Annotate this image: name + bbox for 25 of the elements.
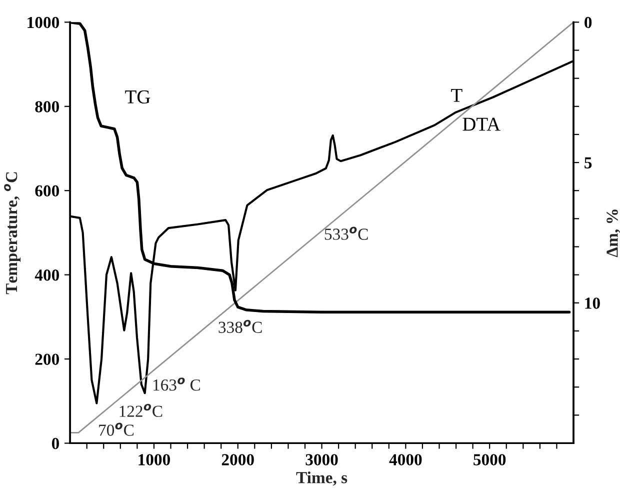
x-tick-label: 2000 [222,454,254,466]
y-tick-label: 400 [34,269,60,281]
y2-axis-title: Δm, % [606,210,620,258]
y-tick-label: 200 [35,354,60,365]
x-tick-label: 4000 [389,454,422,466]
y-tick-label: 0 [52,438,60,450]
annotation: 70$^{o}$C [99,422,134,436]
y2-tick-label: 0 [584,16,592,28]
y2-tick-label: 5 [584,157,592,168]
series-label: TG [125,90,150,104]
series-label: DTA [462,118,500,131]
y-tick-label: 800 [35,101,60,112]
annotation: 338$^{o}$C [218,320,262,333]
y-tick-label: 600 [35,185,60,197]
annotation: 163$^{o}$ C [153,378,200,391]
y-axis-title: Temperature, $^{o}$C [4,172,21,294]
x-tick-label: 1000 [138,454,170,466]
annotation: 122$^{o}$C [120,404,162,417]
y-tick-label: 1000 [28,16,60,28]
y2-tick-label: 10 [585,298,600,309]
x-axis-title: Time, s [296,472,348,486]
annotation: 533$^{o}$C [324,226,368,240]
series-label: T [451,88,462,102]
x-tick-label: 5000 [474,454,506,466]
x-tick-label: 3000 [306,454,338,466]
